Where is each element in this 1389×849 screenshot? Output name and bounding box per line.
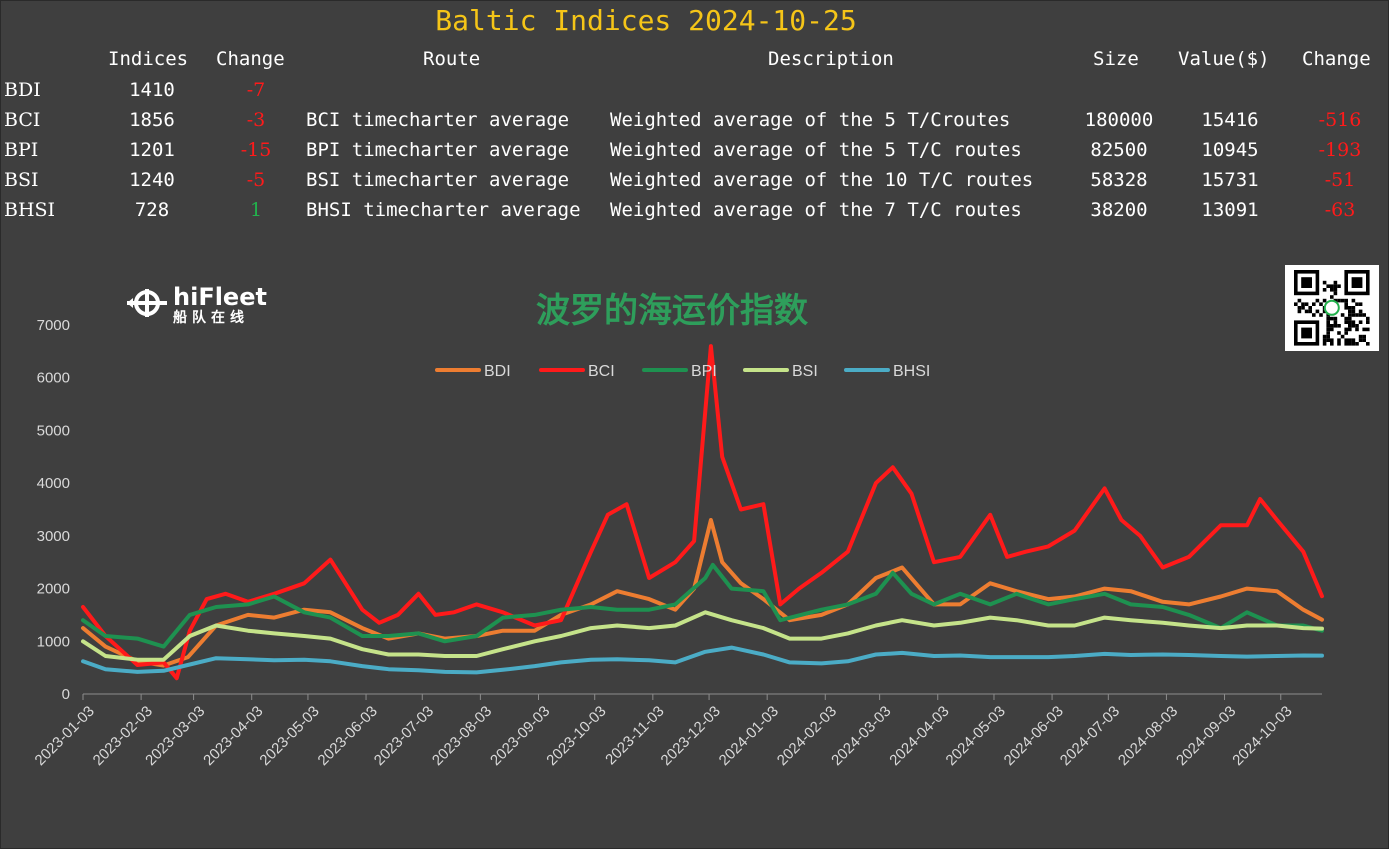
cell-value: 10945 — [1201, 139, 1259, 161]
x-tick-label: 2024-06-03 — [1001, 703, 1067, 769]
page-title: Baltic Indices 2024-10-25 — [435, 4, 857, 37]
cell-description: Weighted average of the 7 T/C routes — [610, 199, 1022, 221]
header-value-change: Change — [1302, 48, 1371, 70]
header-change: Change — [216, 48, 285, 70]
ship-wheel-icon — [127, 289, 167, 317]
cell-index: 728 — [134, 199, 170, 221]
legend-label: BHSI — [893, 363, 930, 380]
cell-change: -3 — [246, 109, 266, 131]
cell-description: Weighted average of the 10 T/C routes — [610, 169, 1034, 191]
x-tick-label: 2024-07-03 — [1057, 703, 1123, 769]
cell-index: 1240 — [129, 169, 175, 191]
header-indices: Indices — [108, 48, 189, 70]
y-tick-label: 6000 — [37, 370, 70, 387]
x-tick-label: 2023-05-03 — [256, 703, 322, 769]
cell-route: BHSI timecharter average — [306, 199, 581, 221]
cell-change: -5 — [246, 169, 266, 191]
legend-label: BPI — [691, 363, 717, 380]
cell-size: 38200 — [1090, 199, 1148, 221]
qr-code — [1285, 265, 1379, 351]
legend-label: BCI — [588, 363, 615, 380]
series-line-bsi — [81, 610, 1324, 662]
cell-value: 15731 — [1201, 169, 1259, 191]
cell-route: BPI timecharter average — [306, 139, 570, 161]
cell-change: -15 — [240, 139, 272, 161]
x-tick-label: 2023-09-03 — [487, 703, 553, 769]
x-tick-label: 2023-10-03 — [543, 703, 609, 769]
cell-size: 82500 — [1090, 139, 1148, 161]
header-value: Value($) — [1178, 48, 1270, 70]
header-route: Route — [423, 48, 481, 70]
y-tick-label: 5000 — [37, 422, 70, 439]
cell-size: 58328 — [1090, 169, 1148, 191]
y-tick-label: 7000 — [37, 317, 70, 334]
x-tick-label: 2024-09-03 — [1173, 703, 1239, 769]
cell-vchange: -516 — [1318, 109, 1362, 131]
cell-index: 1201 — [129, 139, 175, 161]
cell-code: BDI — [4, 79, 41, 101]
cell-route: BCI timecharter average — [306, 109, 570, 131]
cell-value: 15416 — [1201, 109, 1259, 131]
x-tick-label: 2024-05-03 — [943, 703, 1009, 769]
y-tick-label: 1000 — [37, 633, 70, 650]
series-line-bci — [81, 344, 1324, 681]
series-line-bdi — [81, 518, 1324, 668]
legend-label: BDI — [484, 363, 511, 380]
x-tick-label: 2024-10-03 — [1229, 703, 1295, 769]
y-tick-label: 0 — [62, 686, 70, 703]
series-line-bhsi — [81, 645, 1324, 675]
cell-size: 180000 — [1084, 109, 1154, 131]
x-tick-label: 2023-04-03 — [200, 703, 266, 769]
chart-title: 波罗的海运价指数 — [536, 291, 808, 331]
y-tick-label: 3000 — [37, 528, 70, 545]
logo-subtitle: 船队在线 — [173, 310, 249, 326]
cell-index: 1856 — [129, 109, 175, 131]
cell-code: BHSI — [4, 199, 56, 221]
x-tick-label: 2023-07-03 — [371, 703, 437, 769]
y-tick-label: 4000 — [37, 475, 70, 492]
x-tick-label: 2024-01-03 — [716, 703, 782, 769]
logo-name: hiFleet — [173, 283, 267, 311]
cell-route: BSI timecharter average — [306, 169, 570, 191]
cell-description: Weighted average of the 5 T/Croutes — [610, 109, 1011, 131]
cell-index: 1410 — [129, 79, 175, 101]
cell-code: BCI — [4, 109, 41, 131]
x-tick-label: 2023-06-03 — [315, 703, 381, 769]
cell-vchange: -63 — [1324, 199, 1356, 221]
x-tick-label: 2023-12-03 — [658, 703, 724, 769]
qr-code-icon — [1294, 270, 1370, 346]
cell-vchange: -193 — [1318, 139, 1362, 161]
legend-label: BSI — [792, 363, 818, 380]
header-size: Size — [1093, 48, 1139, 70]
x-tick-label: 2023-08-03 — [429, 703, 495, 769]
cell-code: BPI — [4, 139, 39, 161]
cell-description: Weighted average of the 5 T/C routes — [610, 139, 1022, 161]
x-tick-label: 2024-08-03 — [1115, 703, 1181, 769]
header-description: Description — [768, 48, 894, 70]
series-line-bpi — [81, 562, 1324, 649]
x-tick-label: 2023-01-03 — [32, 703, 98, 769]
x-tick-label: 2024-03-03 — [828, 703, 894, 769]
cell-vchange: -51 — [1324, 169, 1356, 191]
cell-value: 13091 — [1201, 199, 1259, 221]
y-tick-label: 2000 — [37, 581, 70, 598]
cell-change: -7 — [246, 79, 266, 101]
line-chart: 波罗的海运价指数 0 1000 2000 3000 4000 5000 6000 7000 202… — [32, 291, 1324, 769]
x-tick-label: 2024-04-03 — [886, 703, 952, 769]
cell-code: BSI — [4, 169, 39, 191]
cell-change: 1 — [249, 199, 263, 221]
